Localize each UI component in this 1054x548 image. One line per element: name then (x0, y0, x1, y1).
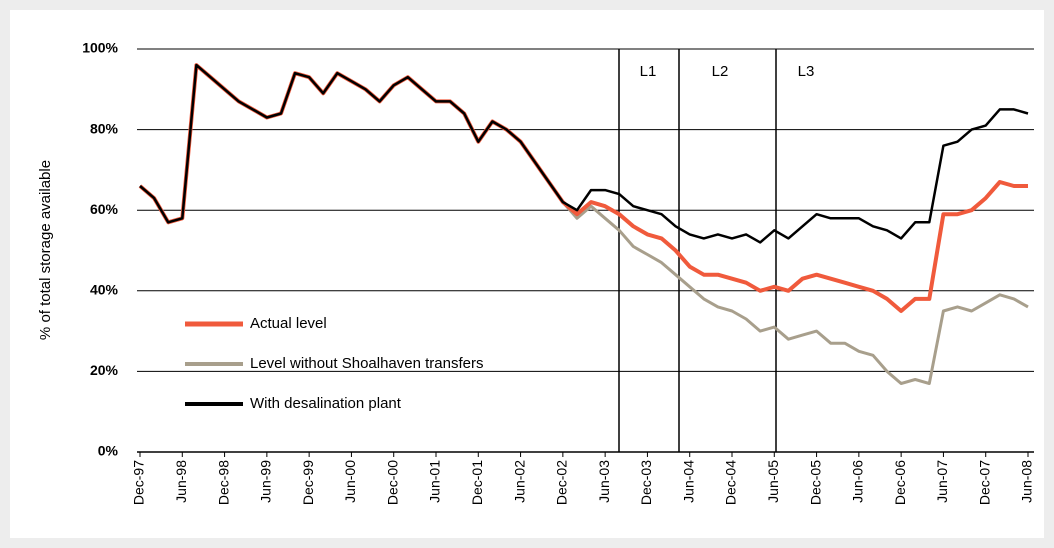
x-tick-label: Dec-99 (300, 460, 316, 505)
annotation-label: L3 (798, 63, 815, 80)
x-tick-label: Jun-06 (850, 460, 866, 503)
x-tick-label: Dec-98 (215, 460, 231, 505)
y-tick-label: 100% (82, 40, 118, 56)
x-tick-label: Dec-97 (131, 460, 147, 505)
legend-label: Level without Shoalhaven transfers (250, 355, 483, 372)
x-tick-label: Dec-04 (723, 460, 739, 505)
legend-label: Actual level (250, 315, 327, 332)
x-tick-label: Dec-05 (807, 460, 823, 505)
x-tick-label: Jun-05 (765, 460, 781, 503)
y-tick-label: 60% (90, 201, 119, 217)
series-line (139, 63, 1029, 244)
x-tick-label: Dec-03 (638, 460, 654, 505)
annotation-label: L2 (712, 63, 729, 80)
y-tick-label: 40% (90, 282, 119, 298)
x-tick-label: Jun-04 (680, 460, 696, 503)
annotation-label: L1 (640, 63, 657, 80)
x-tick-label: Dec-07 (976, 460, 992, 505)
x-tick-label: Dec-00 (384, 460, 400, 505)
x-tick-label: Dec-06 (892, 460, 908, 505)
x-tick-label: Jun-01 (427, 460, 443, 503)
y-tick-label: 80% (90, 120, 119, 136)
x-tick-label: Jun-03 (596, 460, 612, 503)
x-tick-label: Jun-02 (511, 460, 527, 503)
y-tick-label: 0% (98, 443, 119, 459)
x-tick-label: Dec-02 (554, 460, 570, 505)
panel (10, 10, 1044, 538)
x-tick-label: Jun-08 (1019, 460, 1035, 503)
y-tick-label: 20% (90, 362, 119, 378)
x-tick-label: Jun-00 (342, 460, 358, 503)
x-tick-label: Jun-07 (934, 460, 950, 503)
x-tick-label: Jun-98 (173, 460, 189, 503)
legend-label: With desalination plant (250, 395, 402, 412)
x-tick-label: Jun-99 (258, 460, 274, 503)
x-tick-label: Dec-01 (469, 460, 485, 505)
y-axis-label: % of total storage available (37, 160, 54, 340)
